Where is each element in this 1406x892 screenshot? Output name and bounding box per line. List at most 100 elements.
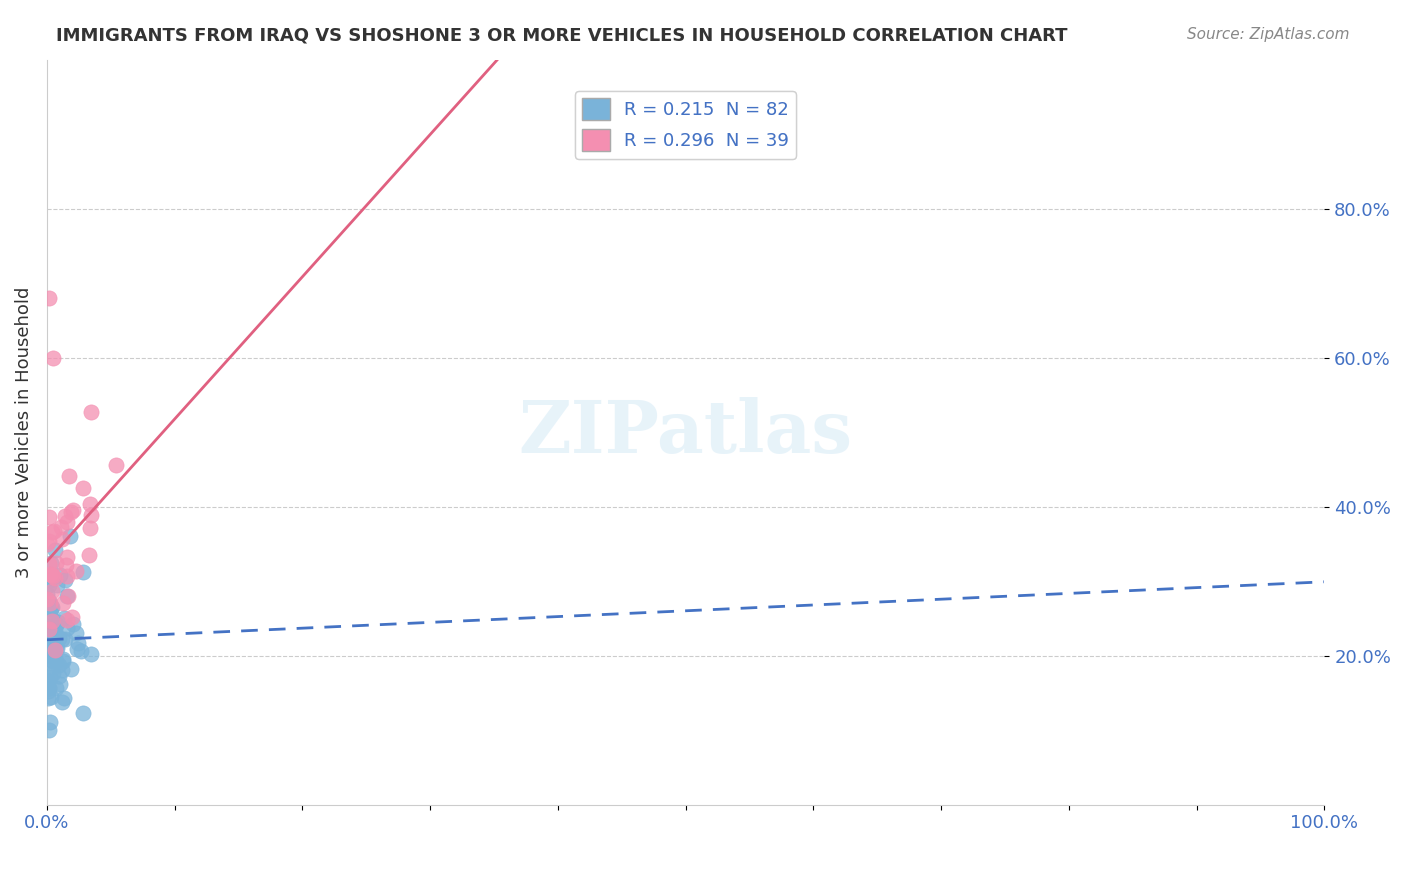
Iraq	[41, 654, 63, 668]
Iraq	[53, 632, 76, 646]
Shoshone	[41, 568, 63, 582]
Text: Source: ZipAtlas.com: Source: ZipAtlas.com	[1187, 27, 1350, 42]
Iraq	[37, 613, 59, 627]
Iraq	[39, 670, 62, 684]
Shoshone	[38, 534, 60, 549]
Iraq	[39, 640, 62, 654]
Iraq	[37, 623, 59, 637]
Iraq	[53, 573, 76, 587]
Iraq	[41, 599, 63, 614]
Iraq	[37, 619, 59, 633]
Shoshone	[51, 532, 73, 546]
Text: IMMIGRANTS FROM IRAQ VS SHOSHONE 3 OR MORE VEHICLES IN HOUSEHOLD CORRELATION CHA: IMMIGRANTS FROM IRAQ VS SHOSHONE 3 OR MO…	[56, 27, 1067, 45]
Iraq	[52, 654, 75, 668]
Iraq	[44, 622, 66, 636]
Shoshone	[56, 589, 79, 603]
Iraq	[70, 644, 93, 658]
Iraq	[37, 684, 59, 698]
Iraq	[38, 569, 60, 583]
Iraq	[37, 637, 59, 651]
Shoshone	[42, 569, 65, 583]
Shoshone	[38, 557, 60, 571]
Shoshone	[39, 567, 62, 582]
Shoshone	[80, 405, 103, 419]
Iraq	[72, 565, 94, 579]
Iraq	[38, 596, 60, 610]
Shoshone	[44, 571, 66, 585]
Iraq	[45, 654, 67, 668]
Shoshone	[72, 481, 94, 495]
Iraq	[80, 647, 103, 661]
Iraq	[39, 621, 62, 635]
Shoshone	[105, 458, 128, 473]
Shoshone	[35, 537, 58, 551]
Iraq	[49, 676, 72, 690]
Shoshone	[38, 622, 60, 636]
Shoshone	[44, 524, 66, 538]
Iraq	[72, 706, 94, 720]
Iraq	[48, 632, 70, 646]
Iraq	[46, 615, 69, 630]
Iraq	[38, 600, 60, 615]
Iraq	[37, 587, 59, 601]
Iraq	[42, 642, 65, 657]
Shoshone	[35, 592, 58, 607]
Shoshone	[56, 515, 79, 529]
Iraq	[37, 630, 59, 644]
Text: ZIPatlas: ZIPatlas	[519, 397, 852, 467]
Shoshone	[41, 583, 63, 598]
Iraq	[53, 611, 76, 625]
Shoshone	[55, 569, 77, 583]
Shoshone	[41, 525, 63, 540]
Iraq	[39, 602, 62, 616]
Shoshone	[45, 556, 67, 570]
Iraq	[45, 617, 67, 632]
Iraq	[65, 626, 87, 640]
Iraq	[39, 630, 62, 644]
Iraq	[45, 628, 67, 642]
Iraq	[41, 652, 63, 666]
Shoshone	[44, 643, 66, 657]
Iraq	[37, 619, 59, 633]
Shoshone	[55, 558, 77, 572]
Iraq	[44, 645, 66, 659]
Legend: R = 0.215  N = 82, R = 0.296  N = 39: R = 0.215 N = 82, R = 0.296 N = 39	[575, 91, 796, 159]
Iraq	[45, 681, 67, 695]
Shoshone	[56, 550, 79, 565]
Shoshone	[38, 291, 60, 305]
Shoshone	[79, 498, 101, 512]
Iraq	[49, 568, 72, 582]
Iraq	[37, 662, 59, 676]
Iraq	[52, 690, 75, 705]
Iraq	[45, 641, 67, 656]
Shoshone	[38, 509, 60, 524]
Shoshone	[65, 565, 87, 579]
Shoshone	[39, 596, 62, 610]
Iraq	[56, 589, 79, 603]
Iraq	[41, 690, 63, 705]
Iraq	[38, 578, 60, 592]
Iraq	[37, 647, 59, 661]
Iraq	[38, 594, 60, 608]
Iraq	[44, 542, 66, 557]
Iraq	[41, 600, 63, 615]
Iraq	[51, 632, 73, 647]
Iraq	[38, 723, 60, 738]
Iraq	[51, 663, 73, 677]
Shoshone	[60, 610, 83, 624]
Shoshone	[56, 613, 79, 627]
Iraq	[60, 662, 83, 676]
Shoshone	[62, 503, 84, 517]
Iraq	[56, 621, 79, 635]
Iraq	[37, 691, 59, 706]
Iraq	[35, 677, 58, 691]
Iraq	[39, 609, 62, 624]
Iraq	[62, 616, 84, 631]
Shoshone	[59, 505, 82, 519]
Iraq	[37, 648, 59, 662]
Iraq	[59, 529, 82, 543]
Iraq	[44, 619, 66, 633]
Iraq	[38, 636, 60, 650]
Iraq	[41, 629, 63, 643]
Iraq	[51, 695, 73, 709]
